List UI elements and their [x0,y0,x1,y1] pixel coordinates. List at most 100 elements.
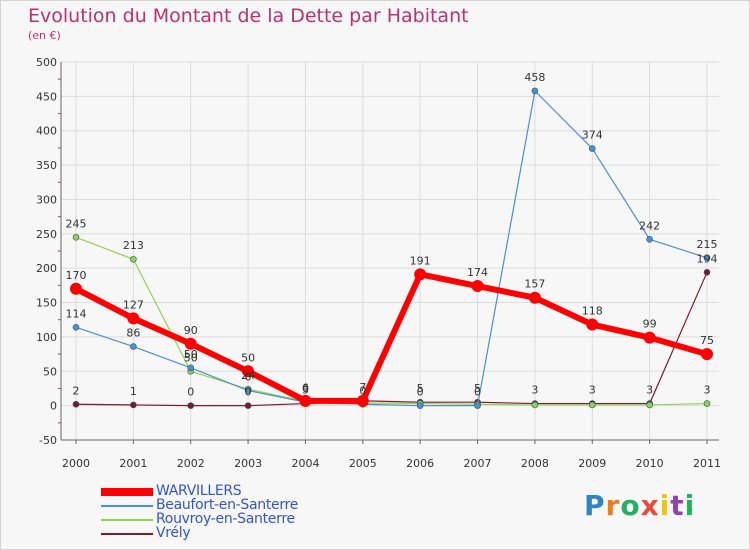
point-beaufort-en-santerre [244,387,252,394]
point-beaufort-en-santerre [646,236,653,243]
data-label-beaufort-en-santerre: 242 [639,219,660,232]
logo-letter: t [670,489,685,522]
x-tick-label: 2001 [119,457,147,470]
data-label-warvillers: 90 [184,324,198,337]
data-label-beaufort-en-santerre: 114 [66,307,87,320]
point-beaufort-en-santerre [474,402,481,409]
data-label-warvillers: 174 [467,266,488,279]
logo-letter: o [620,489,641,522]
point-warvillers [701,348,713,361]
legend-swatch [101,488,153,496]
data-label-rouvroy-en-santerre: 24 [241,369,255,382]
legend-label: Beaufort-en-Santerre [156,497,299,513]
data-label-vr-ly: 0 [187,386,194,399]
data-label-rouvroy-en-santerre: 3 [704,384,711,397]
grid [61,61,719,441]
point-beaufort-en-santerre [703,254,711,262]
data-label-vr-ly: 5 [474,382,481,395]
point-warvillers [356,394,369,407]
x-tick-label: 2003 [234,457,262,470]
point-beaufort-en-santerre [130,343,137,350]
y-tick-label: 100 [36,331,57,344]
point-beaufort-en-santerre [187,364,195,372]
data-label-vr-ly: 2 [73,384,80,397]
data-label-vr-ly: 7 [359,381,366,394]
series-line-rouvroy-en-santerre [75,236,708,406]
data-label-rouvroy-en-santerre: 245 [66,217,87,230]
data-label-beaufort-en-santerre: 0 [474,386,481,399]
logo-letter: i [684,489,696,522]
point-beaufort-en-santerre [588,145,596,152]
point-rouvroy-en-santerre [531,401,539,409]
point-beaufort-en-santerre [72,323,80,331]
logo-letter: x [640,489,660,522]
point-rouvroy-en-santerre [588,401,596,409]
x-tick-label: 2010 [636,457,664,470]
point-vr-ly [130,401,137,409]
data-label-warvillers: 191 [410,254,431,267]
x-tick-label: 2008 [521,457,549,470]
series-line-beaufort-en-santerre [75,90,708,407]
legend-swatch [101,505,153,507]
legend-label: Vrély [156,525,191,541]
data-label-beaufort-en-santerre: 0 [302,382,309,395]
data-label-beaufort-en-santerre: 215 [697,238,718,251]
data-label-beaufort-en-santerre: 86 [126,327,140,340]
data-label-vr-ly: 3 [531,384,538,397]
point-beaufort-en-santerre [531,87,539,95]
data-label-vr-ly: 194 [697,252,718,265]
point-warvillers [184,337,197,350]
data-label-rouvroy-en-santerre: 213 [123,239,144,252]
data-label-warvillers: 99 [643,318,657,331]
legend-swatch [101,533,153,535]
logo-letter: P [584,489,606,522]
data-label-beaufort-en-santerre: 374 [582,129,603,142]
y-tick-label: 300 [36,193,57,206]
data-label-vr-ly: 0 [245,386,252,399]
point-rouvroy-en-santerre [646,401,653,409]
point-rouvroy-en-santerre [130,255,137,263]
data-label-warvillers: 127 [123,298,144,311]
data-label-beaufort-en-santerre: 458 [524,71,545,84]
chart-unit: (en €) [28,29,61,42]
data-label-beaufort-en-santerre: 50 [184,348,198,361]
point-beaufort-en-santerre [416,402,424,409]
data-label-beaufort-en-santerre: 0 [245,371,252,384]
point-warvillers [127,312,140,325]
point-vr-ly [72,400,80,408]
y-tick-label: 0 [50,400,57,413]
point-warvillers [528,291,541,304]
y-tick-label: 350 [36,159,57,172]
point-warvillers [70,282,82,295]
data-label-warvillers: 157 [524,278,545,291]
data-label-rouvroy-en-santerre: 6 [302,382,309,395]
x-tick-label: 2000 [62,457,90,470]
x-tick-label: 2005 [349,457,377,470]
data-label-vr-ly: 1 [130,385,137,398]
logo-letter: i [659,489,671,522]
point-warvillers [586,318,599,331]
y-tick-label: 450 [36,90,57,103]
y-tick-label: 200 [36,262,57,275]
data-label-warvillers: 75 [700,334,714,347]
y-tick-label: 250 [36,228,57,241]
legend-swatch [101,519,153,521]
point-warvillers [242,365,255,378]
data-label-vr-ly: 3 [302,384,309,397]
x-tick-label: 2011 [693,457,721,470]
data-label-vr-ly: 3 [646,384,653,397]
point-warvillers [471,280,484,293]
series-line-warvillers [73,271,710,404]
point-warvillers [643,331,656,344]
y-tick-label: 400 [36,125,57,138]
chart-title: Evolution du Montant de la Dette par Hab… [28,5,469,27]
y-tick-label: 150 [36,297,57,310]
point-warvillers [414,268,427,281]
x-tick-label: 2002 [177,457,205,470]
series-line-vr-ly [75,271,708,407]
data-label-beaufort-en-santerre: 0 [417,386,424,399]
